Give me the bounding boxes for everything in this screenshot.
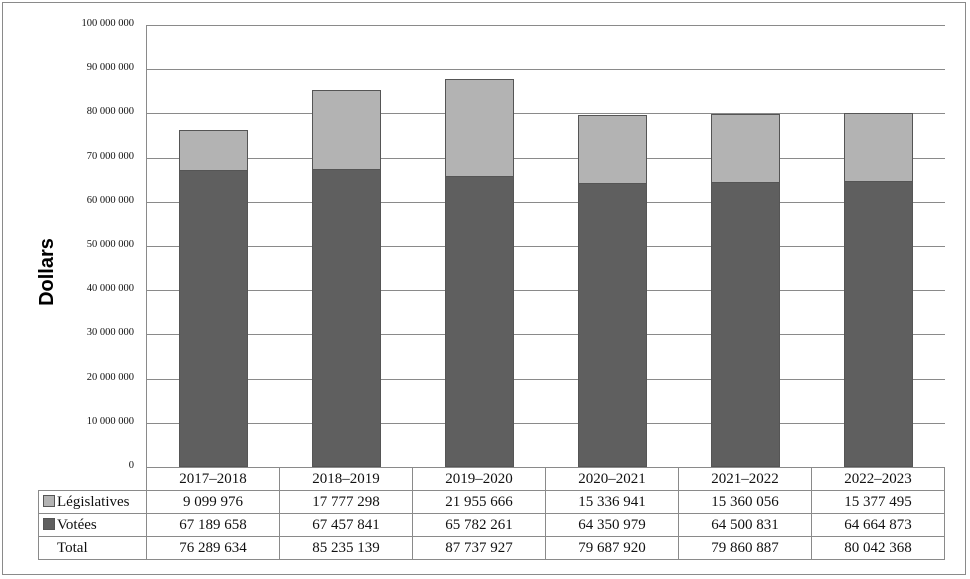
y-tick-label: 40 000 000 [86,283,134,295]
table-cell: 67 189 658 [146,513,280,537]
gridline [147,290,945,292]
gridline [147,422,945,424]
table-cell: 15 360 056 [678,490,812,514]
row-header-votees: Votées [38,513,147,537]
gridline [147,246,945,247]
row-header-legislatives: Législatives [38,490,147,514]
table-cell: 64 664 873 [811,513,945,537]
table-cell: 87 737 927 [412,536,546,560]
table-cell: 80 042 368 [811,536,945,560]
table-cell: 15 377 495 [811,490,945,514]
table-cell: 85 235 139 [279,536,413,560]
y-tick-label: 60 000 000 [86,194,134,206]
table-cell: 15 336 941 [545,490,679,514]
row-header-total: Total [38,536,147,560]
gridline [147,69,945,71]
y-tick-label: 20 000 000 [86,371,134,383]
column-header: 2018–2019 [279,467,413,491]
table-cell: 64 350 979 [545,513,679,537]
y-tick-label: 50 000 000 [86,239,134,250]
y-tick-label: 80 000 000 [86,106,134,118]
y-tick-label: 90 000 000 [86,62,134,74]
table-corner [38,467,147,491]
table-cell: 79 860 887 [678,536,812,560]
gridline [147,25,945,26]
data-table: 2017–2018 2018–2019 2019–2020 2020–2021 … [38,467,945,560]
table-row-total: Total 76 289 634 85 235 139 87 737 927 7… [38,536,945,560]
legend-swatch-legislatives-icon [43,494,55,507]
column-header: 2022–2023 [811,467,945,491]
bar-legislatives [711,114,780,183]
table-cell: 9 099 976 [146,490,280,514]
bar-legislatives [312,90,381,170]
y-tick-label: 70 000 000 [86,150,134,162]
plot-area [146,25,945,467]
column-header: 2017–2018 [146,467,280,491]
table-row-legislatives: Législatives 9 099 976 17 777 298 21 955… [38,490,945,514]
table-header-row: 2017–2018 2018–2019 2019–2020 2020–2021 … [38,467,945,491]
table-cell: 17 777 298 [279,490,413,514]
bar-legislatives [445,79,514,178]
gridline [147,201,945,203]
bar-votees [312,168,381,467]
y-tick-label: 100 000 000 [81,18,135,29]
column-header: 2021–2022 [678,467,812,491]
bar-legislatives [844,113,913,183]
gridline [147,378,945,380]
bar-votees [179,170,248,467]
bar-legislatives [578,114,647,184]
table-cell: 79 687 920 [545,536,679,560]
bar-votees [711,181,780,467]
bar-votees [844,181,913,467]
table-cell: 21 955 666 [412,490,546,514]
legend-swatch-votees-icon [43,517,55,530]
table-cell: 67 457 841 [279,513,413,537]
table-row-votees: Votées 67 189 658 67 457 841 65 782 261 … [38,513,945,537]
bar-votees [578,182,647,467]
gridline [147,157,945,159]
column-header: 2019–2020 [412,467,546,491]
table-cell: 64 500 831 [678,513,812,537]
bar-legislatives [179,129,248,172]
y-tick-label: 10 000 000 [86,415,134,427]
y-tick-label: 0 [128,460,134,471]
y-axis-label: Dollars [36,238,58,306]
y-tick-label: 30 000 000 [86,327,134,339]
gridline [147,334,945,336]
table-cell: 76 289 634 [146,536,280,560]
table-cell: 65 782 261 [412,513,546,537]
column-header: 2020–2021 [545,467,679,491]
gridline [147,113,945,115]
bar-votees [445,176,514,467]
